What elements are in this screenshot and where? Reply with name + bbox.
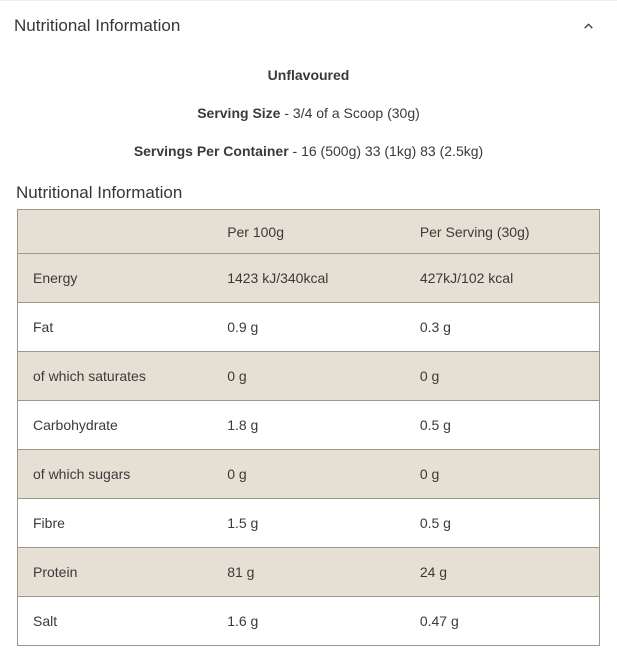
row-per-serving: 0 g: [419, 466, 440, 482]
row-per-100g: 1.5 g: [227, 515, 259, 531]
table-row: of which sugars 0 g 0 g: [17, 449, 600, 499]
row-label: Energy: [33, 270, 78, 286]
row-per-serving: 0.5 g: [419, 515, 451, 531]
row-label: of which saturates: [33, 368, 146, 384]
row-per-100g: 1.6 g: [227, 613, 259, 629]
table-row: Fibre 1.5 g 0.5 g: [17, 498, 600, 548]
row-per-serving: 0 g: [419, 368, 440, 384]
row-label: of which sugars: [33, 466, 131, 482]
row-label: Salt: [33, 613, 58, 629]
serving-size-line: Serving Size - 3/4 of a Scoop (30g): [197, 105, 420, 121]
row-per-100g: 1.8 g: [227, 417, 259, 433]
column-header-per-serving: Per Serving (30g): [419, 223, 530, 240]
row-label: Carbohydrate: [33, 417, 118, 433]
table-row: Protein 81 g 24 g: [17, 547, 600, 597]
table-row: Energy 1423 kJ/340kcal 427kJ/102 kcal: [17, 253, 600, 303]
row-per-100g: 81 g: [227, 564, 255, 580]
nutrition-table: Per 100g Per Serving (30g) Energy 1423 k…: [17, 209, 600, 646]
row-per-serving: 0.5 g: [419, 417, 451, 433]
table-row: Fat 0.9 g 0.3 g: [17, 302, 600, 352]
chevron-up-icon: [575, 18, 601, 34]
row-label: Fat: [33, 319, 54, 335]
row-per-serving: 24 g: [419, 564, 448, 580]
table-row: of which saturates 0 g 0 g: [17, 351, 600, 401]
row-per-serving: 427kJ/102 kcal: [419, 270, 514, 286]
serving-info-block: Unflavoured Serving Size - 3/4 of a Scoo…: [0, 65, 617, 161]
column-header-empty: [18, 210, 228, 254]
row-per-serving: 0.47 g: [419, 613, 459, 629]
table-row: Salt 1.6 g 0.47 g: [17, 596, 600, 646]
row-per-100g: 0 g: [227, 466, 247, 482]
servings-per-container-line: Servings Per Container - 16 (500g) 33 (1…: [133, 143, 484, 159]
accordion-title: Nutritional Information: [14, 16, 181, 35]
flavour-name: Unflavoured: [267, 67, 350, 83]
row-per-serving: 0.3 g: [419, 319, 451, 335]
column-header-per-100g: Per 100g: [227, 223, 285, 240]
table-header-row: Per 100g Per Serving (30g): [17, 209, 600, 254]
row-label: Fibre: [33, 515, 65, 531]
row-per-100g: 0 g: [227, 368, 247, 384]
nutrition-table-title: Nutritional Information: [16, 183, 183, 202]
table-row: Carbohydrate 1.8 g 0.5 g: [17, 400, 600, 450]
row-per-100g: 1423 kJ/340kcal: [227, 270, 329, 286]
nutritional-information-accordion-header[interactable]: Nutritional Information: [0, 0, 617, 49]
row-per-100g: 0.9 g: [227, 319, 259, 335]
row-label: Protein: [33, 564, 78, 580]
